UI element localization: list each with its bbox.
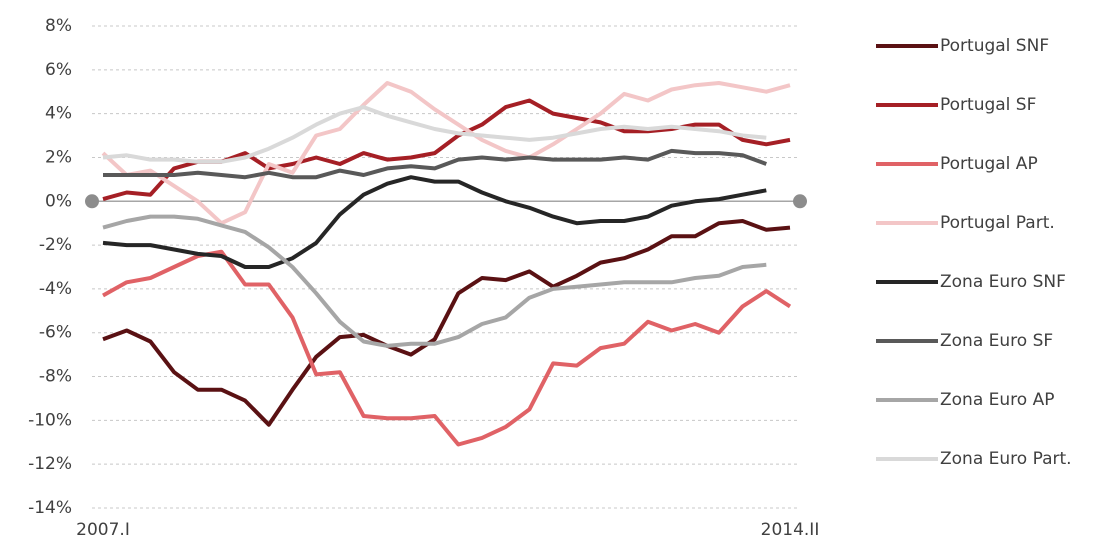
legend-label: Portugal AP	[940, 154, 1038, 174]
series-line	[102, 175, 767, 269]
legend-label: Portugal SNF	[940, 36, 1049, 56]
series-line	[101, 81, 791, 226]
legend-label: Zona Euro SF	[940, 331, 1053, 351]
axis-end-dot	[793, 194, 807, 209]
y-tick-label: -12%	[28, 454, 72, 474]
legend-label: Portugal SF	[940, 95, 1036, 115]
y-tick-label: -2%	[39, 235, 72, 255]
y-tick-label: 2%	[45, 147, 72, 167]
series-line	[102, 219, 791, 427]
series-line	[102, 249, 792, 447]
y-tick-label: -4%	[39, 279, 72, 299]
y-tick-label: 6%	[45, 60, 72, 80]
legend-label: Portugal Part.	[940, 213, 1055, 233]
legend-label: Zona Euro AP	[940, 390, 1054, 410]
y-tick-label: 8%	[45, 16, 72, 36]
legend-label: Zona Euro SNF	[940, 272, 1066, 292]
y-tick-label: -8%	[39, 367, 72, 387]
y-tick-label: 0%	[45, 191, 72, 211]
x-tick-label: 2014.II	[761, 520, 820, 540]
y-tick-label: 4%	[45, 104, 72, 124]
y-tick-label: -14%	[28, 498, 72, 518]
x-tick-label: 2007.I	[76, 520, 130, 540]
series-line	[103, 148, 767, 180]
series-line	[102, 105, 767, 164]
y-tick-label: -6%	[39, 323, 72, 343]
series-line	[102, 214, 767, 348]
axis-end-dot	[85, 194, 99, 209]
y-tick-label: -10%	[28, 410, 72, 430]
legend-label: Zona Euro Part.	[940, 449, 1072, 469]
